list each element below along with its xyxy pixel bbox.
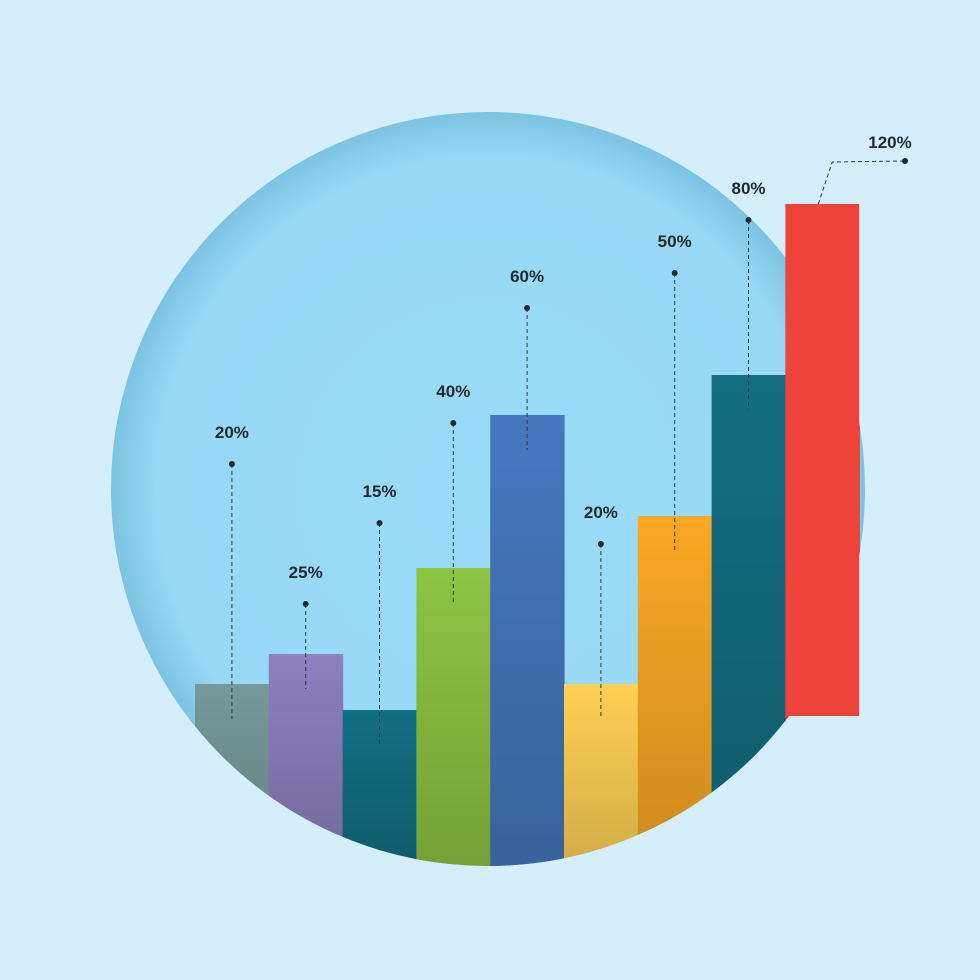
data-label-4: 40% bbox=[436, 382, 470, 401]
data-label-9: 120% bbox=[868, 133, 911, 152]
bar-shade-4 bbox=[416, 568, 491, 866]
leader-dot-7 bbox=[671, 270, 678, 276]
bar-shade-8 bbox=[711, 375, 786, 866]
data-label-1: 20% bbox=[215, 423, 249, 442]
leader-dot-5 bbox=[524, 305, 531, 311]
leader-dot-6 bbox=[597, 541, 604, 547]
data-label-5: 60% bbox=[510, 267, 544, 286]
data-label-6: 20% bbox=[584, 503, 618, 522]
leader-dot-3 bbox=[376, 520, 383, 526]
bar-shade-5 bbox=[490, 415, 565, 866]
data-label-7: 50% bbox=[658, 232, 692, 251]
leader-dot-9 bbox=[902, 158, 908, 164]
leader-dot-4 bbox=[450, 420, 457, 426]
leader-lines bbox=[228, 158, 908, 745]
data-label-8: 80% bbox=[731, 179, 765, 198]
leader-line-9 bbox=[817, 160, 906, 205]
leader-dot-8 bbox=[745, 217, 752, 223]
bar-shade-7 bbox=[637, 516, 713, 866]
bar-9-outside bbox=[785, 204, 860, 716]
leader-dot-1 bbox=[228, 461, 235, 467]
data-label-2: 25% bbox=[289, 563, 323, 582]
data-label-3: 15% bbox=[362, 482, 396, 501]
bar-shade-2 bbox=[268, 654, 344, 866]
leader-dot-2 bbox=[302, 601, 309, 607]
bars-outside-circle bbox=[785, 204, 860, 716]
data-labels: 20% 25% 15% 40% 60% 20% 50% 80% 120% bbox=[215, 133, 912, 582]
